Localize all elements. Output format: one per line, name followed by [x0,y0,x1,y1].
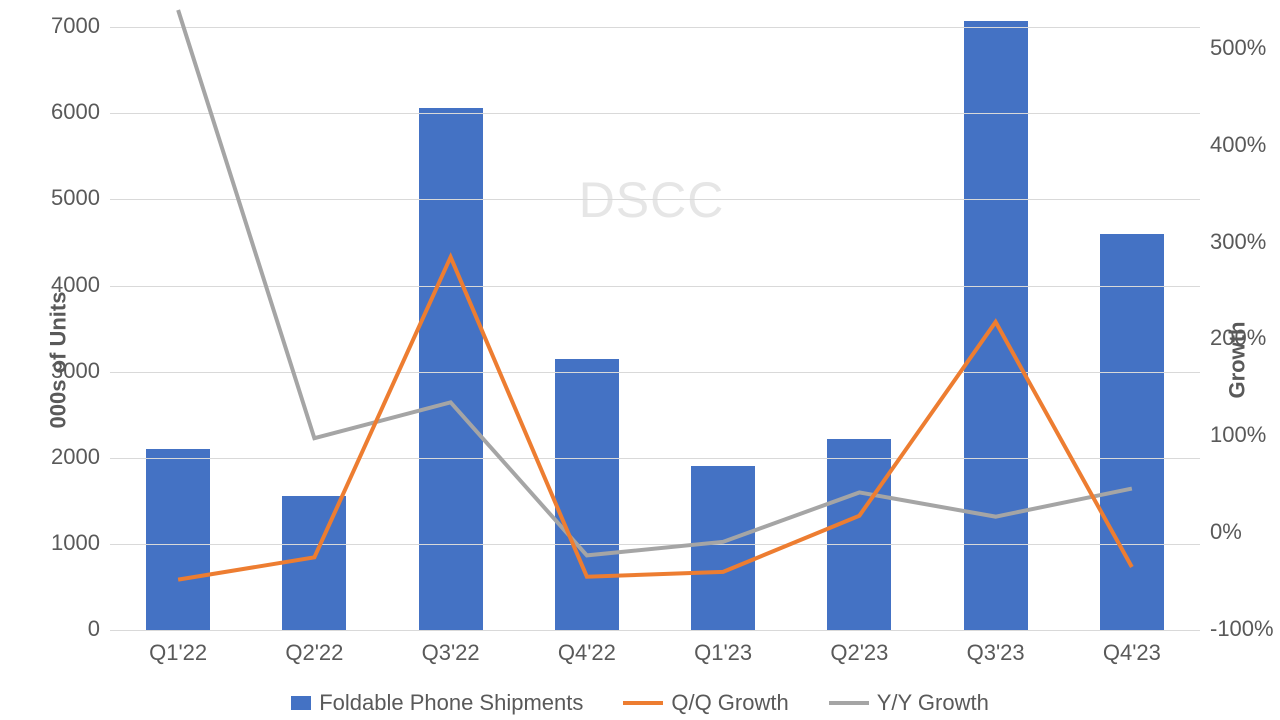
y1-tick-label: 4000 [30,272,100,298]
x-tick-label: Q1'23 [694,640,752,666]
y2-tick-label: 200% [1210,325,1266,351]
line-qq-growth [178,257,1132,580]
y2-tick-label: 100% [1210,422,1266,448]
legend-swatch-line [623,701,663,705]
y1-tick-label: 3000 [30,358,100,384]
legend-label: Foldable Phone Shipments [319,690,583,716]
x-tick-label: Q2'22 [285,640,343,666]
legend-item: Y/Y Growth [829,690,989,716]
legend-item: Q/Q Growth [623,690,788,716]
x-tick-label: Q1'22 [149,640,207,666]
y1-tick-label: 1000 [30,530,100,556]
line-layer [110,10,1200,630]
x-tick-label: Q3'22 [422,640,480,666]
legend-label: Y/Y Growth [877,690,989,716]
legend: Foldable Phone Shipments Q/Q Growth Y/Y Gr… [0,690,1280,716]
chart-container: 000s of Units Growth DSCC Foldable Phone… [0,0,1280,720]
x-tick-label: Q2'23 [830,640,888,666]
y2-tick-label: 0% [1210,519,1242,545]
y1-tick-label: 2000 [30,444,100,470]
y1-tick-label: 7000 [30,13,100,39]
y2-tick-label: -100% [1210,616,1274,642]
x-tick-label: Q4'23 [1103,640,1161,666]
x-tick-label: Q4'22 [558,640,616,666]
line-yy-growth [178,10,1132,555]
legend-swatch-line [829,701,869,705]
y1-tick-label: 0 [30,616,100,642]
y2-tick-label: 300% [1210,229,1266,255]
y1-tick-label: 5000 [30,185,100,211]
legend-label: Q/Q Growth [671,690,788,716]
legend-item: Foldable Phone Shipments [291,690,583,716]
x-tick-label: Q3'23 [967,640,1025,666]
y1-tick-label: 6000 [30,99,100,125]
plot-area: DSCC [110,10,1200,630]
legend-swatch-bar [291,696,311,710]
y2-tick-label: 400% [1210,132,1266,158]
gridline [110,630,1200,631]
y2-tick-label: 500% [1210,35,1266,61]
